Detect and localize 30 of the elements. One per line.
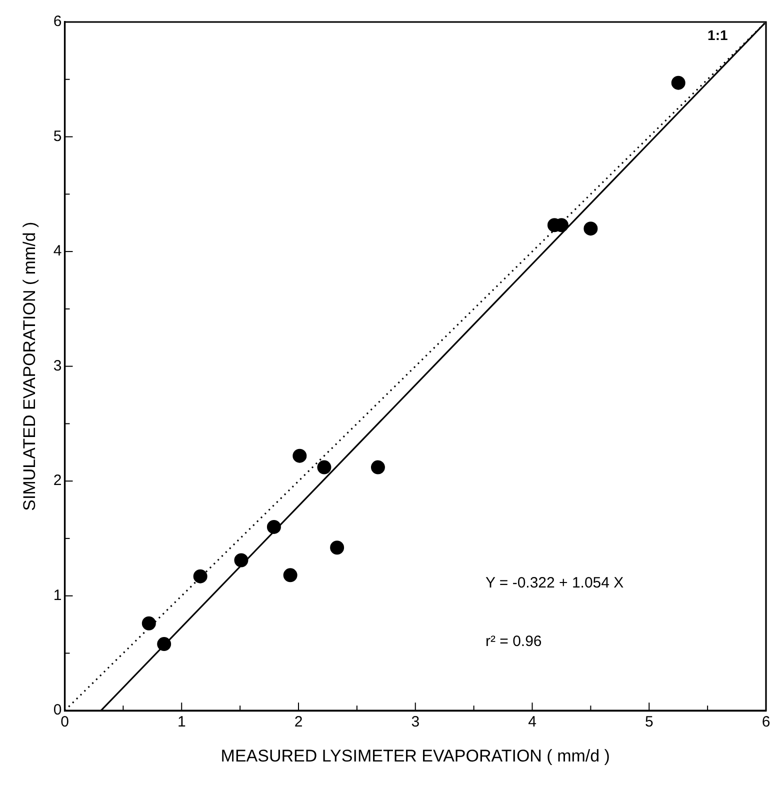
point [292,448,307,463]
y-tick-label: 1 [53,586,62,604]
y-tick-label: 2 [53,472,62,490]
x-axis-title: MEASURED LYSIMETER EVAPORATION ( mm/d ) [220,746,610,766]
point [283,568,298,582]
point [317,460,332,474]
x-tick-label: 1 [177,714,186,731]
annotation: r² = 0.96 [485,632,542,650]
point [370,460,385,474]
point [157,637,172,652]
point [266,520,281,534]
y-tick-label: 0 [53,702,62,719]
y-axis-title: SIMULATED EVAPORATION ( mm/d ) [20,222,39,511]
x-tick-label: 6 [762,714,770,731]
point [234,553,248,568]
point [584,222,598,236]
x-tick-label: 4 [528,714,536,731]
point [142,616,156,630]
y-tick-label: 6 [53,13,62,30]
point [330,540,344,555]
y-tick-label: 3 [53,357,62,374]
point [193,569,208,584]
y-tick-label: 4 [53,242,62,260]
point [671,76,686,90]
x-tick-label: 2 [294,714,303,731]
annotation: 1:1 [708,27,728,44]
x-tick-label: 5 [644,714,654,731]
annotation: Y = -0.322 + 1.054 X [485,574,624,592]
y-tick-label: 5 [53,128,62,145]
x-tick-label: 3 [411,714,420,731]
